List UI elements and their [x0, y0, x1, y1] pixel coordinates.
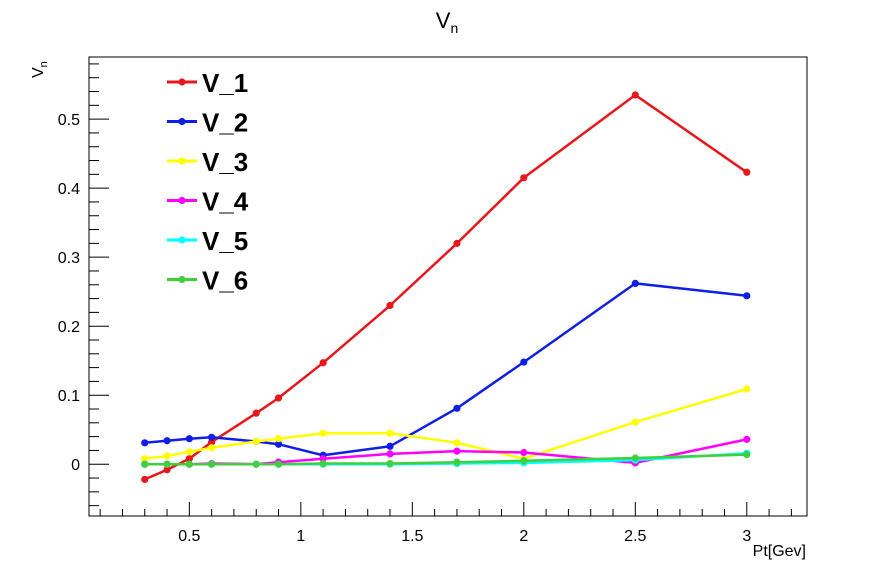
y-tick-label: 0.3	[58, 250, 80, 267]
y-tick-label: 0.5	[58, 112, 80, 129]
svg-text:Vn: Vn	[30, 61, 50, 78]
legend-swatch-marker	[178, 157, 186, 165]
data-point-v-2	[743, 292, 751, 300]
data-point-v-6	[208, 460, 216, 468]
series-line-v-4	[144, 438, 748, 466]
data-point-v-3	[208, 444, 216, 452]
legend-entry-v-2: V_2	[167, 108, 248, 138]
data-point-v-6	[386, 459, 394, 468]
series-line-v-6	[144, 453, 747, 466]
legend-label: V_5	[202, 226, 248, 256]
legend-entry-v-1: V_1	[167, 68, 248, 98]
x-tick-label: 3	[742, 528, 751, 545]
data-point-v-4	[386, 450, 394, 458]
data-point-v-6	[252, 460, 260, 468]
data-point-v-2	[274, 440, 283, 448]
data-point-v-2	[208, 433, 216, 441]
y-tick-label: 0.1	[58, 388, 80, 405]
legend-swatch-marker	[178, 78, 186, 86]
data-point-v-2	[141, 439, 149, 447]
data-point-v-6	[274, 460, 283, 468]
series-line-v-2	[144, 282, 747, 457]
legend-swatch-marker	[178, 275, 186, 284]
legend-entry-v-4: V_4	[167, 187, 249, 217]
data-point-v-6	[453, 458, 461, 466]
y-axis-label: Vn	[30, 61, 50, 78]
data-point-v-1	[274, 394, 283, 402]
y-tick-label: 0.4	[58, 181, 80, 198]
x-tick-label: 2	[519, 528, 528, 545]
data-point-v-3	[319, 429, 327, 437]
data-point-v-6	[185, 460, 193, 468]
data-point-v-3	[453, 439, 461, 447]
data-point-v-1	[252, 409, 260, 417]
x-tick-label: 0.5	[178, 528, 200, 545]
data-point-v-2	[163, 437, 171, 445]
legend-swatch-marker	[178, 196, 186, 205]
data-point-v-3	[743, 385, 751, 393]
legend: V_1 V_2 V_3 V_4 V_5 V_6	[167, 68, 249, 296]
data-point-v-1	[319, 359, 327, 367]
data-point-v-6	[743, 450, 751, 459]
legend-swatch-marker	[178, 236, 186, 244]
plot-frame	[88, 56, 808, 517]
data-point-v-6	[141, 460, 149, 468]
axis-ticks: 0.5 1 1.5 2 2.5 3 0 0.1 0.2 0.3 0.4 0.5	[58, 63, 792, 545]
data-point-v-3	[185, 448, 193, 456]
legend-label: V_4	[202, 187, 249, 217]
data-point-v-1	[743, 168, 751, 176]
y-tick-label: 0.2	[58, 319, 80, 336]
data-point-v-2	[453, 404, 461, 412]
series-v-2	[141, 279, 751, 459]
data-point-v-4	[520, 448, 528, 457]
legend-label: V_6	[202, 266, 248, 296]
x-axis-label: Pt[Gev]	[753, 543, 806, 560]
data-point-v-2	[185, 435, 193, 443]
data-point-v-1	[185, 455, 193, 463]
data-point-v-1	[386, 301, 394, 310]
legend-entry-v-3: V_3	[167, 147, 248, 177]
data-point-v-3	[274, 435, 283, 443]
data-point-v-3	[386, 429, 394, 437]
data-point-v-1	[163, 466, 171, 474]
legend-entry-v-6: V_6	[167, 266, 248, 296]
series-line-v-3	[144, 387, 748, 460]
data-point-v-2	[386, 442, 394, 450]
data-point-v-1	[631, 91, 639, 99]
data-point-v-3	[141, 455, 149, 463]
y-tick-label: 0	[71, 457, 80, 474]
x-tick-label: 1	[296, 528, 305, 545]
data-point-v-4	[453, 447, 461, 455]
x-tick-label: 2.5	[624, 528, 646, 545]
x-tick-label: 1.5	[401, 528, 423, 545]
data-point-v-3	[631, 418, 639, 426]
data-point-v-2	[631, 279, 639, 287]
series-layer	[141, 91, 751, 484]
data-point-v-2	[520, 358, 528, 366]
chart-title: Vn	[436, 8, 458, 36]
series-v-6	[141, 450, 751, 468]
data-point-v-4	[743, 435, 751, 443]
data-point-v-6	[163, 460, 171, 468]
data-point-v-1	[141, 475, 149, 484]
data-point-v-1	[453, 239, 461, 247]
data-point-v-6	[319, 459, 327, 468]
legend-entry-v-5: V_5	[167, 226, 248, 256]
legend-label: V_1	[202, 68, 248, 98]
legend-swatch-marker	[178, 117, 186, 126]
legend-label: V_3	[202, 147, 248, 177]
data-point-v-1	[520, 174, 528, 182]
series-v-1	[141, 91, 751, 484]
data-point-v-3	[252, 437, 260, 446]
data-point-v-3	[163, 452, 171, 460]
series-line-v-1	[144, 93, 748, 481]
legend-label: V_2	[202, 108, 248, 138]
data-point-v-6	[520, 457, 528, 465]
data-point-v-6	[631, 454, 639, 462]
